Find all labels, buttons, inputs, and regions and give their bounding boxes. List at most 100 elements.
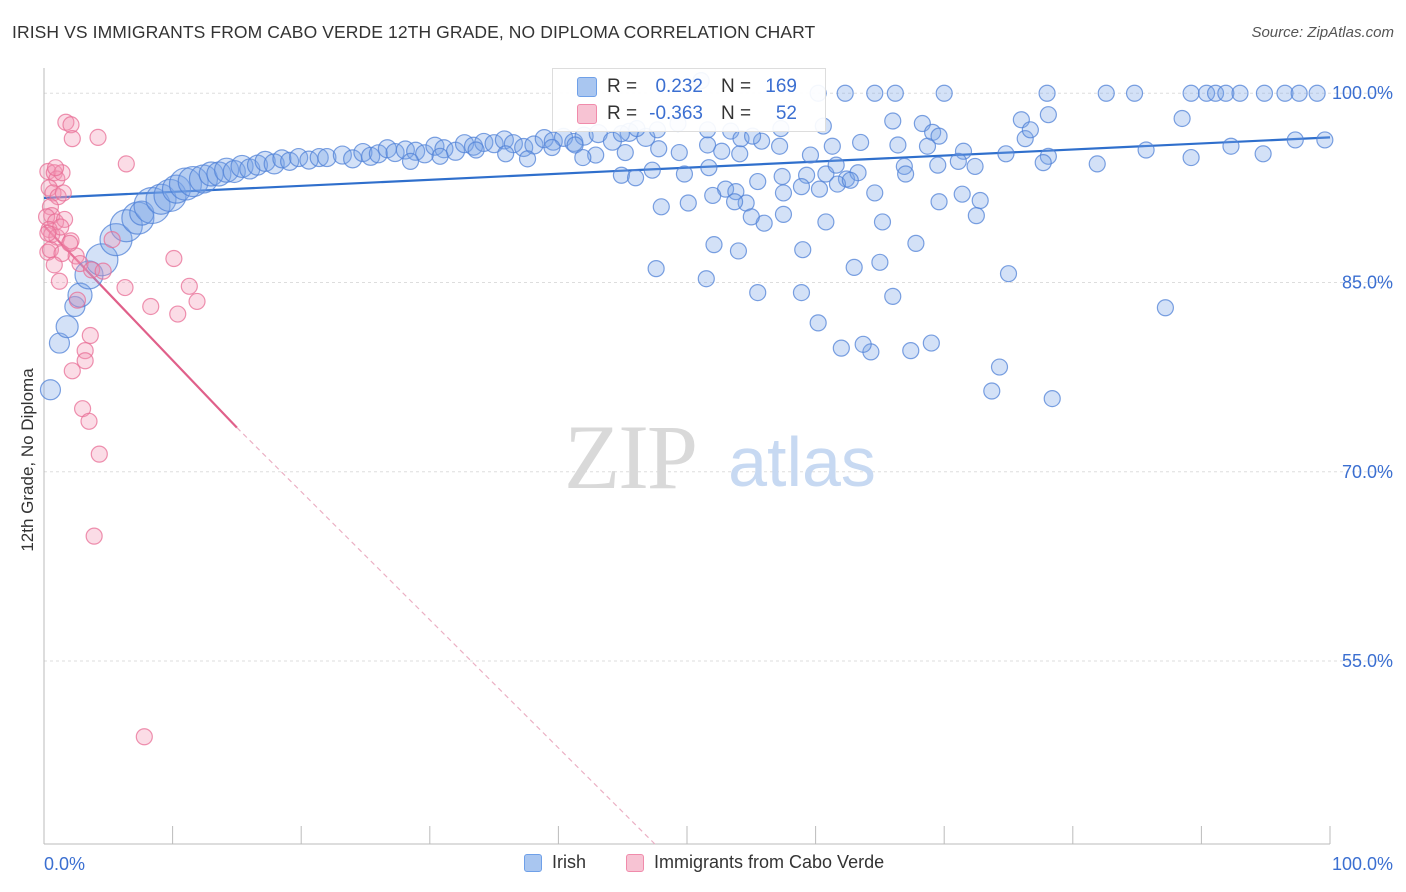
cabo-verde-point xyxy=(169,305,187,323)
cabo-verde-point xyxy=(80,412,98,430)
stats-legend: R = 0.232 N = 169 R = -0.363 N = 52 xyxy=(552,68,826,132)
cabo-verde-point xyxy=(62,116,80,134)
irish-point xyxy=(997,145,1015,163)
irish-point xyxy=(729,242,748,260)
irish-point xyxy=(518,150,537,168)
irish-point xyxy=(55,315,79,339)
irish-point xyxy=(1254,145,1272,163)
cabo-verde-point xyxy=(90,445,108,463)
irish-point xyxy=(670,143,688,162)
irish-point xyxy=(272,149,292,169)
irish-point xyxy=(845,258,863,276)
irish-point xyxy=(1173,109,1191,128)
irish-point xyxy=(801,146,820,164)
cabo-verde-point xyxy=(85,527,103,545)
cabo-verde-point xyxy=(180,277,198,295)
irish-point xyxy=(792,178,811,196)
irish-point xyxy=(700,159,718,177)
irish-point xyxy=(794,241,812,259)
irish-trend-line xyxy=(43,136,1331,200)
irish-point xyxy=(792,283,811,302)
cabo-swatch xyxy=(577,104,597,124)
irish-point xyxy=(177,165,209,198)
irish-point xyxy=(317,147,337,168)
x-tick-labels: 0.0% 100.0% xyxy=(44,854,1393,874)
cabo-verde-point xyxy=(39,224,57,242)
irish-point xyxy=(884,287,902,305)
irish-point xyxy=(854,335,872,353)
irish-point xyxy=(809,314,827,332)
irish-point xyxy=(907,234,925,252)
irish-point xyxy=(1043,389,1061,408)
irish-swatch xyxy=(577,77,597,97)
irish-point xyxy=(697,270,715,288)
irish-r-value: 0.232 xyxy=(655,76,703,97)
irish-point xyxy=(713,142,731,160)
irish-point xyxy=(999,265,1018,283)
irish-point xyxy=(612,166,631,184)
cabo-verde-point xyxy=(45,256,63,274)
irish-point xyxy=(705,236,723,254)
irish-point xyxy=(1197,84,1216,102)
irish-point xyxy=(368,144,388,164)
irish-point xyxy=(930,193,948,211)
irish-point xyxy=(1308,84,1326,102)
irish-point xyxy=(679,194,697,212)
irish-point xyxy=(39,379,62,401)
irish-point xyxy=(1231,84,1249,102)
irish-point xyxy=(1217,84,1235,102)
irish-point xyxy=(616,143,634,162)
irish-point xyxy=(852,133,870,152)
irish-point xyxy=(949,152,967,170)
cabo-verde-point xyxy=(76,352,94,370)
irish-point xyxy=(930,127,948,145)
irish-point xyxy=(897,165,915,183)
cabo-verde-point xyxy=(63,362,81,380)
cabo-verde-point xyxy=(68,291,87,309)
irish-point xyxy=(652,198,670,216)
cabo-verde-point xyxy=(135,728,153,746)
legend-cabo-label: Immigrants from Cabo Verde xyxy=(654,852,885,872)
irish-point xyxy=(543,138,561,157)
irish-point xyxy=(1125,84,1144,102)
legend-item-irish[interactable]: Irish xyxy=(524,852,586,873)
irish-point xyxy=(647,260,665,278)
trend-lines xyxy=(43,136,1331,845)
irish-point xyxy=(361,146,381,166)
irish-point xyxy=(770,137,789,155)
irish-point xyxy=(841,171,859,189)
cabo-verde-point xyxy=(103,231,121,249)
cabo-verde-point xyxy=(76,342,94,360)
y-tick-label: 85.0% xyxy=(1342,273,1393,293)
irish-point xyxy=(731,145,749,163)
legend-irish-label: Irish xyxy=(552,852,587,872)
irish-point xyxy=(1255,84,1274,102)
irish-point xyxy=(1097,84,1115,102)
irish-point xyxy=(884,112,902,130)
chart-title: IRISH VS IMMIGRANTS FROM CABO VERDE 12TH… xyxy=(12,22,816,42)
cabo-verde-point xyxy=(188,292,206,311)
irish-point xyxy=(953,185,971,203)
irish-point xyxy=(1137,141,1155,159)
irish-n-label: N = xyxy=(721,76,752,97)
irish-point xyxy=(828,175,847,193)
irish-point xyxy=(401,152,420,170)
irish-point xyxy=(827,156,845,174)
gridlines xyxy=(44,92,1394,662)
source-label: Source: ZipAtlas.com xyxy=(1251,24,1394,41)
irish-point xyxy=(1039,106,1057,124)
irish-point xyxy=(566,136,584,154)
irish-point xyxy=(1088,155,1106,173)
irish-point xyxy=(810,180,829,198)
cabo-verde-point xyxy=(94,262,112,280)
irish-point xyxy=(99,223,133,257)
irish-point xyxy=(935,84,953,102)
y-tick-labels: 55.0% 70.0% 85.0% 100.0% xyxy=(1332,83,1393,671)
cabo-verde-point xyxy=(81,326,99,345)
x-tick-label: 100.0% xyxy=(1332,854,1393,874)
legend-item-cabo-verde[interactable]: Immigrants from Cabo Verde xyxy=(626,852,884,873)
irish-point xyxy=(866,84,884,102)
x-tick-label: 0.0% xyxy=(44,854,85,874)
legend-cabo-swatch xyxy=(626,853,644,872)
